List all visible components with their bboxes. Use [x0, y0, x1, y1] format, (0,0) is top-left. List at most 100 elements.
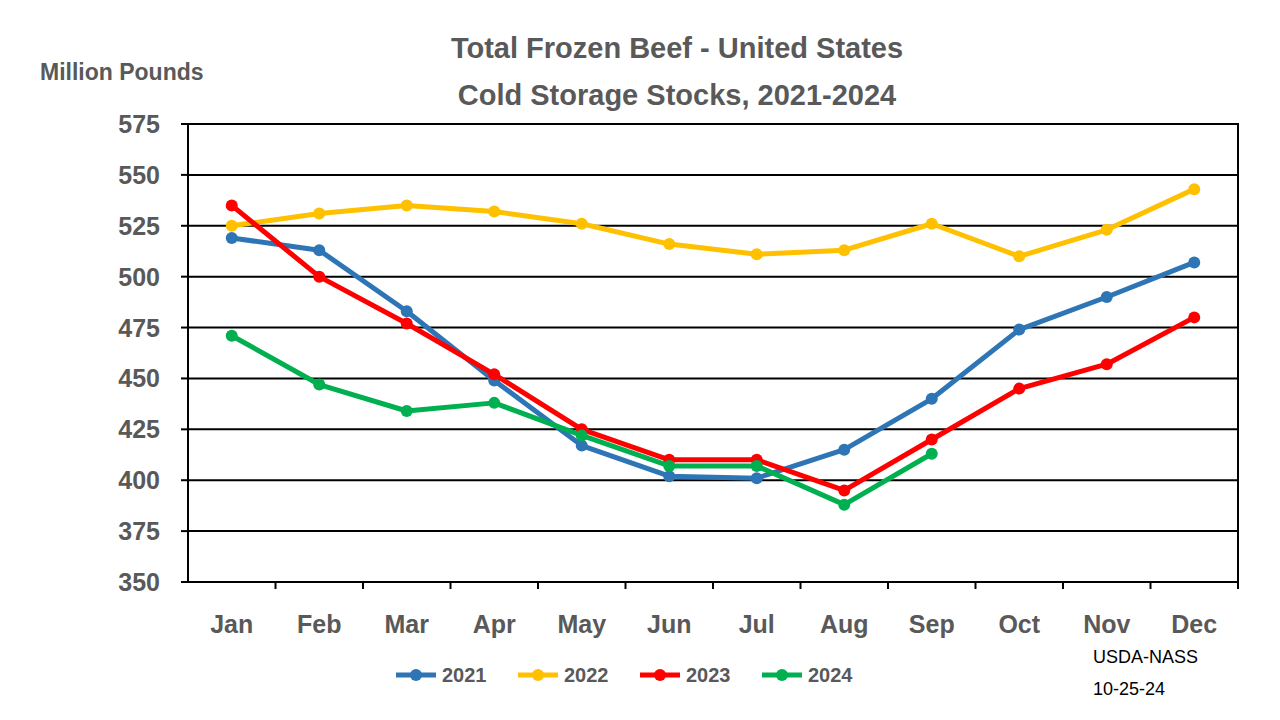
x-tick — [537, 582, 539, 589]
x-tick — [1062, 582, 1064, 589]
series-marker — [488, 397, 500, 409]
legend-marker — [654, 669, 666, 681]
x-tick-label: Jun — [647, 610, 691, 638]
x-tick-label: Nov — [1083, 610, 1130, 638]
x-tick — [275, 582, 277, 589]
y-tick-label: 450 — [118, 364, 160, 392]
series-marker — [926, 448, 938, 460]
y-axis-label: Million Pounds — [40, 59, 204, 85]
y-tick-label: 550 — [118, 161, 160, 189]
y-tick — [181, 276, 188, 278]
series-line — [232, 238, 1195, 478]
x-tick — [712, 582, 714, 589]
subtitle: Cold Storage Stocks, 2021-2024 — [458, 79, 896, 111]
y-tick-label: 575 — [118, 110, 160, 138]
y-tick — [181, 530, 188, 532]
grid-line — [188, 428, 1238, 430]
x-tick — [450, 582, 452, 589]
legend-label: 2022 — [564, 664, 609, 686]
y-tick-label: 525 — [118, 212, 160, 240]
series-line — [232, 336, 932, 505]
series-marker — [926, 434, 938, 446]
x-tick-label: Feb — [297, 610, 341, 638]
series-marker — [401, 317, 413, 329]
series-marker — [313, 379, 325, 391]
series-marker — [926, 218, 938, 230]
legend-label: 2023 — [686, 664, 731, 686]
y-tick — [181, 174, 188, 176]
grid-line — [188, 530, 1238, 532]
y-tick — [181, 377, 188, 379]
x-tick-label: Mar — [385, 610, 430, 638]
series-line — [232, 189, 1195, 256]
plot-frame — [188, 124, 1238, 582]
chart: Total Frozen Beef - United StatesCold St… — [0, 0, 1280, 720]
y-tick — [181, 123, 188, 125]
x-tick — [362, 582, 364, 589]
series-marker — [838, 244, 850, 256]
series-marker — [838, 484, 850, 496]
series-marker — [1013, 383, 1025, 395]
series-marker — [751, 472, 763, 484]
legend-label: 2021 — [442, 664, 487, 686]
x-tick-label: Jul — [739, 610, 775, 638]
series-marker — [226, 220, 238, 232]
x-tick-label: Apr — [473, 610, 516, 638]
series-marker — [226, 199, 238, 211]
x-tick-label: Aug — [820, 610, 869, 638]
series-marker — [838, 499, 850, 511]
legend-marker — [776, 669, 788, 681]
x-tick-label: Dec — [1171, 610, 1217, 638]
series-marker — [1188, 183, 1200, 195]
grid-line — [188, 225, 1238, 227]
y-tick — [181, 479, 188, 481]
x-tick-label: Sep — [909, 610, 955, 638]
series-marker — [401, 199, 413, 211]
grid-line — [188, 327, 1238, 329]
x-tick — [887, 582, 889, 589]
plot-area — [226, 183, 1201, 511]
series-marker — [1188, 256, 1200, 268]
y-tick — [181, 581, 188, 583]
annotation: 10-25-24 — [1093, 679, 1165, 699]
x-tick — [1150, 582, 1152, 589]
series-marker — [1013, 324, 1025, 336]
x-tick-label: May — [557, 610, 606, 638]
series-marker — [663, 460, 675, 472]
series-marker — [751, 460, 763, 472]
y-tick — [181, 225, 188, 227]
grid-line — [188, 174, 1238, 176]
series-marker — [401, 405, 413, 417]
annotation: USDA-NASS — [1093, 647, 1198, 667]
series-marker — [1101, 224, 1113, 236]
series-marker — [488, 368, 500, 380]
legend-marker — [532, 669, 544, 681]
y-tick-label: 400 — [118, 466, 160, 494]
series-marker — [401, 305, 413, 317]
series-line — [232, 205, 1195, 490]
series-marker — [313, 208, 325, 220]
series-marker — [226, 232, 238, 244]
y-tick-label: 475 — [118, 314, 160, 342]
series-marker — [576, 218, 588, 230]
x-tick — [800, 582, 802, 589]
y-tick-label: 500 — [118, 263, 160, 291]
series-marker — [313, 244, 325, 256]
y-tick — [181, 428, 188, 430]
x-tick-label: Jan — [210, 610, 253, 638]
grid-line — [188, 276, 1238, 278]
y-tick-label: 375 — [118, 517, 160, 545]
series-marker — [1013, 250, 1025, 262]
y-tick-label: 350 — [118, 568, 160, 596]
x-tick — [1237, 582, 1239, 589]
y-tick — [181, 327, 188, 329]
series-marker — [226, 330, 238, 342]
x-tick-label: Oct — [998, 610, 1040, 638]
series-marker — [576, 429, 588, 441]
x-tick — [625, 582, 627, 589]
x-tick — [975, 582, 977, 589]
series-marker — [313, 271, 325, 283]
series-marker — [1188, 311, 1200, 323]
series-marker — [838, 444, 850, 456]
series-marker — [663, 238, 675, 250]
